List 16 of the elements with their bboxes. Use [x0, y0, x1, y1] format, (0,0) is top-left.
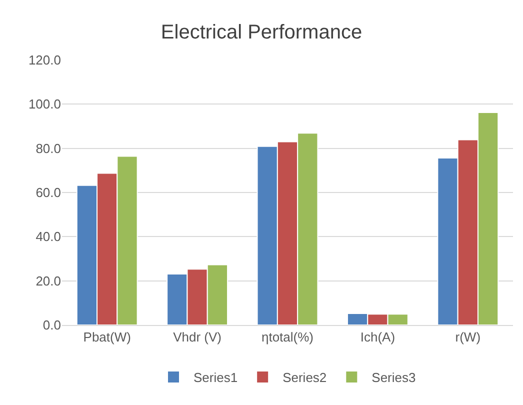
y-tick-label: 80.0 [36, 140, 61, 156]
y-tick-label: 20.0 [36, 273, 61, 288]
y-tick-label: 120.0 [28, 52, 61, 68]
y-tick-label: 60.0 [36, 185, 61, 200]
y-tick-label: 100.0 [28, 96, 61, 112]
legend-label: Series1 [194, 370, 238, 386]
legend-label: Series2 [282, 370, 327, 386]
chart-title: Electrical Performance [160, 21, 362, 44]
x-tick-label: Ich(A) [360, 330, 396, 345]
x-tick-label: Vhdr (V) [173, 330, 222, 345]
legend-label: Series3 [372, 370, 416, 386]
x-tick-label: r(W) [455, 330, 481, 345]
x-tick-label: ηtotal(%) [261, 330, 314, 345]
y-tick-label: 40.0 [36, 229, 61, 244]
x-tick-label: Pbat(W) [83, 330, 131, 345]
y-tick-label: 0.0 [42, 318, 61, 333]
